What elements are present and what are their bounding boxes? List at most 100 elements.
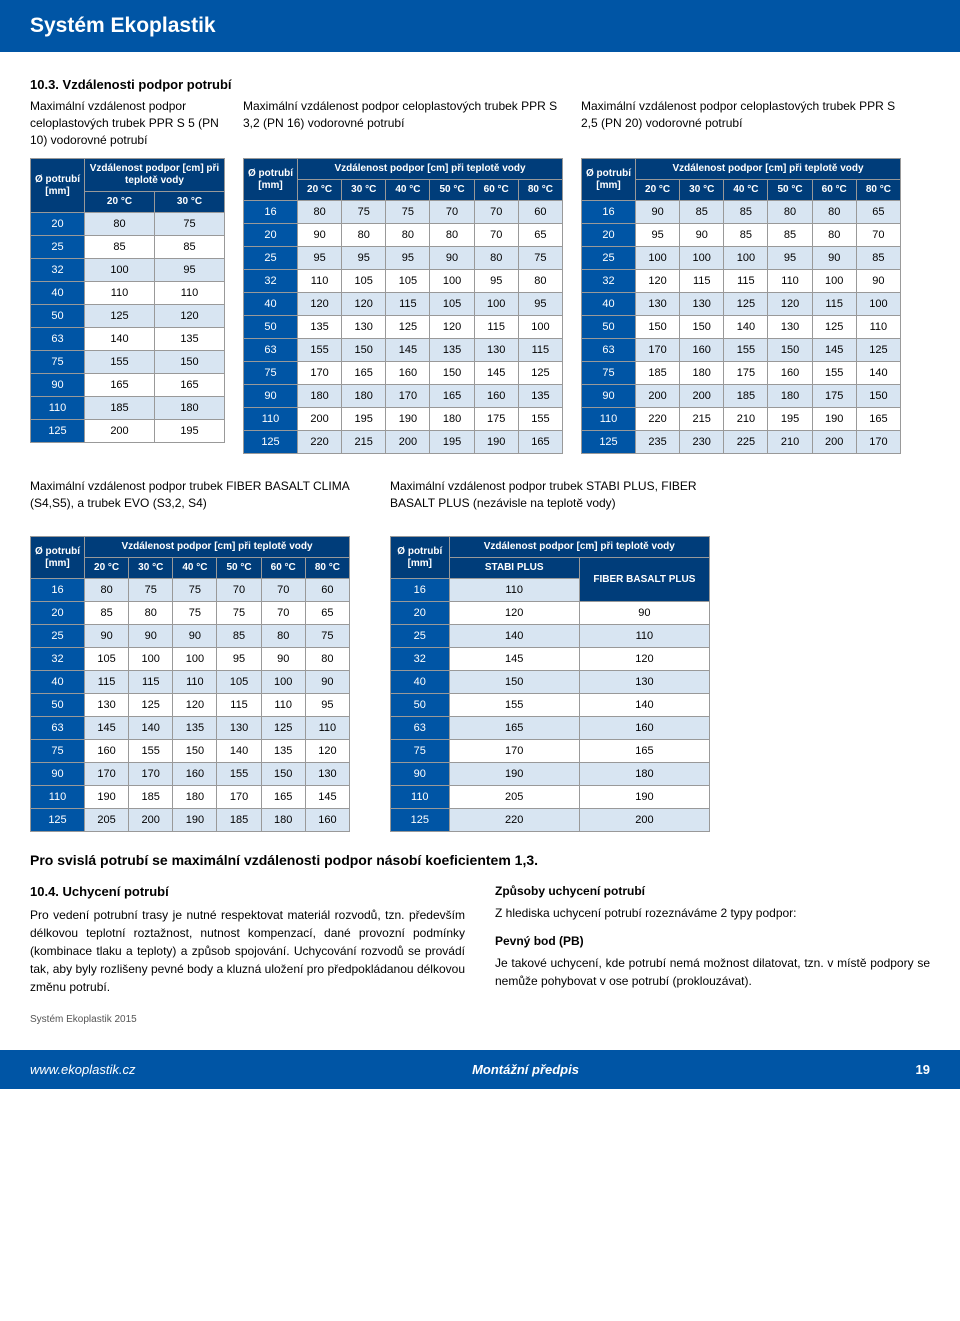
table-cell: 80	[812, 224, 856, 247]
table-cell: 100	[261, 671, 305, 694]
table-cell: 115	[217, 694, 261, 717]
table-row-header: 63	[31, 328, 85, 351]
table-cell: 170	[85, 763, 129, 786]
table-row-header: 75	[582, 362, 636, 385]
table-row-header: 50	[582, 316, 636, 339]
table-row-header: 75	[31, 740, 85, 763]
table-cell: 90	[85, 625, 129, 648]
table-cell: 180	[261, 809, 305, 832]
table-cell: 155	[85, 351, 155, 374]
table-cell: 85	[85, 602, 129, 625]
table-cell: 155	[724, 339, 768, 362]
table-cell: 195	[342, 408, 386, 431]
table-cell: 110	[449, 579, 579, 602]
table-cell: 125	[261, 717, 305, 740]
table-cell: 90	[305, 671, 349, 694]
table-cell: 205	[449, 786, 579, 809]
table-cell: 120	[430, 316, 474, 339]
table-cell: 170	[856, 431, 900, 454]
table-cell: 130	[768, 316, 812, 339]
table-cell: 85	[724, 224, 768, 247]
table-cell: 120	[154, 305, 224, 328]
table-cell: 130	[579, 671, 709, 694]
table-cell: 75	[173, 602, 217, 625]
table-row-header: 32	[31, 648, 85, 671]
table-row-header: 125	[244, 431, 298, 454]
table-cell: 115	[724, 270, 768, 293]
table-cell: 80	[430, 224, 474, 247]
table-cell: 200	[680, 385, 724, 408]
table-cell: 95	[342, 247, 386, 270]
table-cell: 90	[173, 625, 217, 648]
table-cell: 120	[579, 648, 709, 671]
text-right-title2: Pevný bod (PB)	[495, 932, 930, 950]
table-cell: 100	[724, 247, 768, 270]
table-row-header: 20	[244, 224, 298, 247]
table-cell: 145	[386, 339, 430, 362]
table-cell: 180	[680, 362, 724, 385]
table-cell: 150	[261, 763, 305, 786]
table-cell: 120	[298, 293, 342, 316]
table-cell: 100	[856, 293, 900, 316]
table-row-header: 50	[31, 305, 85, 328]
table-cell: 165	[430, 385, 474, 408]
table-cell: 140	[724, 316, 768, 339]
table-row-header: 50	[31, 694, 85, 717]
table-cell: 70	[856, 224, 900, 247]
table-row-header: 32	[31, 259, 85, 282]
table-cell: 215	[680, 408, 724, 431]
table-row-header: 125	[391, 809, 450, 832]
table-cell: 130	[636, 293, 680, 316]
table-row-header: 75	[31, 351, 85, 374]
table-cell: 75	[305, 625, 349, 648]
table-cell: 120	[636, 270, 680, 293]
table3-col: Maximální vzdálenost podpor celoplastový…	[581, 98, 901, 454]
table-cell: 130	[85, 694, 129, 717]
table-cell: 60	[518, 201, 562, 224]
table-row-header: 25	[31, 625, 85, 648]
table-cell: 100	[636, 247, 680, 270]
table-cell: 170	[386, 385, 430, 408]
table-cell: 160	[768, 362, 812, 385]
table-cell: 85	[85, 236, 155, 259]
table-row-header: 50	[391, 694, 450, 717]
table-row-header: 63	[244, 339, 298, 362]
table-cell: 170	[449, 740, 579, 763]
table-cell: 200	[812, 431, 856, 454]
table-cell: 130	[474, 339, 518, 362]
table-cell: 125	[724, 293, 768, 316]
table-cell: 185	[129, 786, 173, 809]
table-cell: 145	[812, 339, 856, 362]
table-cell: 90	[579, 602, 709, 625]
table-cell: 145	[85, 717, 129, 740]
table-cell: 75	[217, 602, 261, 625]
table-cell: 140	[85, 328, 155, 351]
table-cell: 100	[518, 316, 562, 339]
table-cell: 80	[474, 247, 518, 270]
table-cell: 95	[217, 648, 261, 671]
table-cell: 190	[474, 431, 518, 454]
table-cell: 190	[579, 786, 709, 809]
table-cell: 100	[430, 270, 474, 293]
table-cell: 135	[261, 740, 305, 763]
table-cell: 185	[636, 362, 680, 385]
table-cell: 100	[812, 270, 856, 293]
table-cell: 110	[261, 694, 305, 717]
table-cell: 210	[768, 431, 812, 454]
table-cell: 115	[518, 339, 562, 362]
table-cell: 80	[129, 602, 173, 625]
table-cell: 150	[768, 339, 812, 362]
table-cell: 190	[85, 786, 129, 809]
t4-title: Maximální vzdálenost podpor trubek FIBER…	[30, 478, 350, 526]
table-cell: 195	[154, 420, 224, 443]
table-cell: 95	[386, 247, 430, 270]
page-content: 10.3. Vzdálenosti podpor potrubí Maximál…	[0, 52, 960, 1040]
table-row-header: 25	[31, 236, 85, 259]
table-cell: 180	[430, 408, 474, 431]
table-row-header: 40	[31, 671, 85, 694]
table-cell: 100	[173, 648, 217, 671]
table-cell: 110	[856, 316, 900, 339]
table-row-header: 40	[391, 671, 450, 694]
table-cell: 150	[173, 740, 217, 763]
table-cell: 145	[474, 362, 518, 385]
